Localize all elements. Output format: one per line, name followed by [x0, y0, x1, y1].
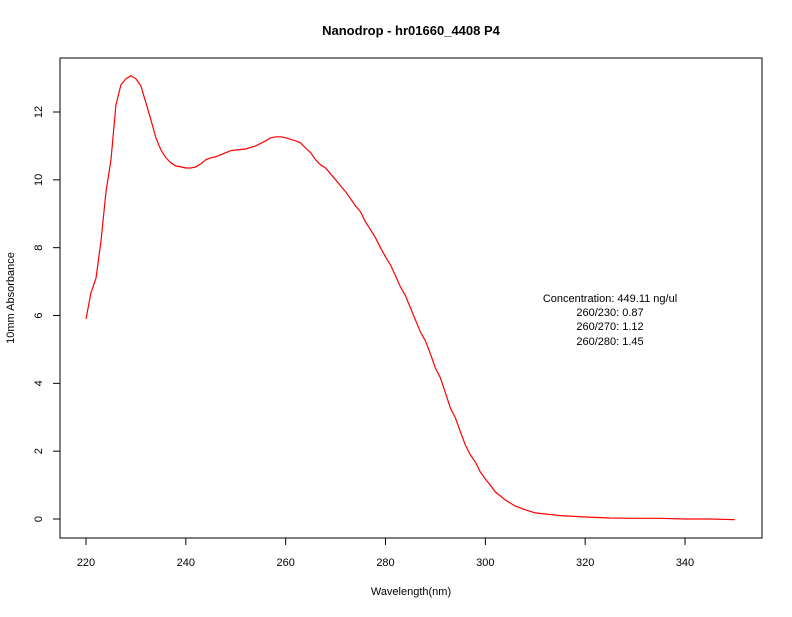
annotation-concentration: Concentration: 449.11 ng/ul [543, 293, 677, 305]
y-axis: 0 2 4 6 8 10 12 [33, 106, 61, 522]
y-tick-label: 2 [33, 448, 45, 454]
x-axis: 220 240 260 280 300 320 340 [77, 537, 694, 569]
x-tick-label: 240 [177, 557, 195, 569]
annotation-260-270: 260/270: 1.12 [576, 321, 643, 333]
y-axis-label: 10mm Absorbance [5, 252, 17, 344]
x-tick-label: 300 [476, 557, 494, 569]
y-tick-label: 8 [33, 245, 45, 251]
y-tick-label: 12 [33, 106, 45, 118]
x-axis-label: Wavelength(nm) [371, 586, 451, 598]
absorbance-line [85, 74, 735, 521]
annotation-260-280: 260/280: 1.45 [576, 336, 643, 348]
annotation-block: Concentration: 449.11 ng/ul 260/230: 0.8… [543, 293, 677, 348]
x-tick-label: 280 [376, 557, 394, 569]
y-tick-label: 6 [33, 312, 45, 318]
x-tick-label: 340 [676, 557, 694, 569]
y-tick-label: 4 [33, 380, 45, 386]
y-tick-label: 0 [33, 516, 45, 522]
y-tick-label: 10 [33, 174, 45, 186]
x-tick-label: 320 [576, 557, 594, 569]
x-tick-label: 260 [276, 557, 294, 569]
chart-title: Nanodrop - hr01660_4408 P4 [322, 23, 501, 38]
x-tick-label: 220 [77, 557, 95, 569]
annotation-260-230: 260/230: 0.87 [576, 307, 643, 319]
